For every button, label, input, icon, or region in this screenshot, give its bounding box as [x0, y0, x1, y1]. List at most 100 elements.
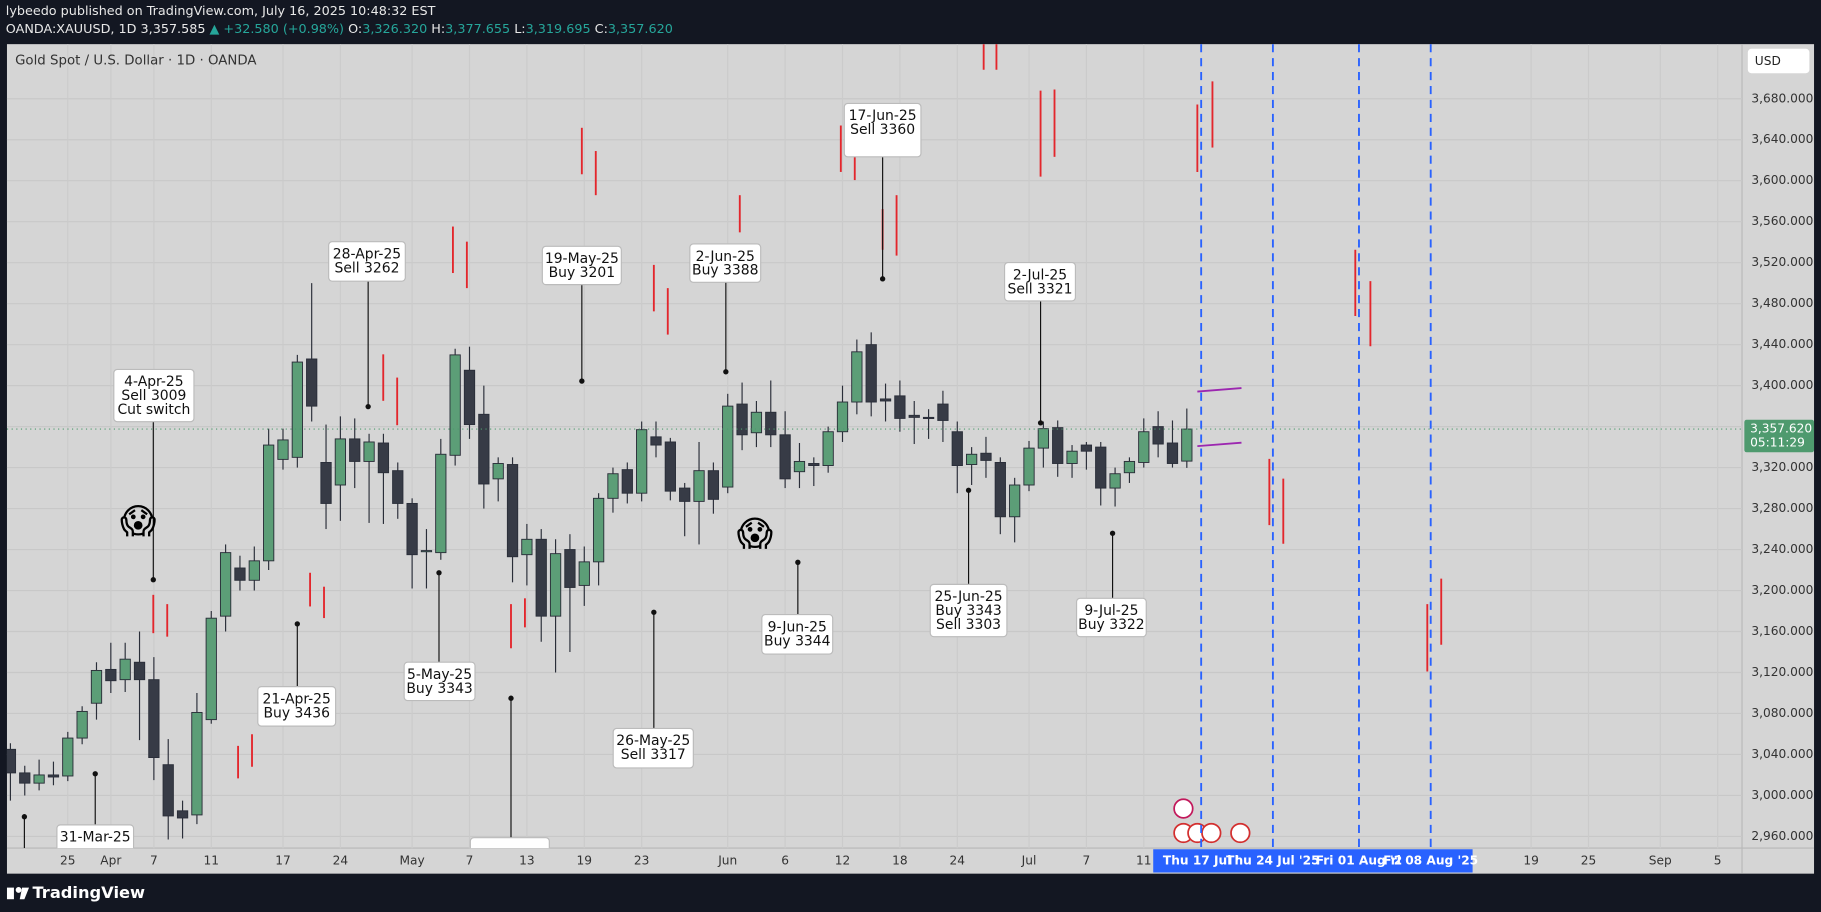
x-tick-label: May [400, 853, 425, 867]
ohlc-key: L: [514, 22, 525, 37]
callout-text: Buy 3322 [1078, 617, 1144, 633]
candle-body [865, 344, 877, 403]
x-tick-label: 25 [60, 853, 76, 867]
callout-text: Buy 3201 [549, 265, 615, 281]
forecast-lines [1197, 387, 1242, 448]
symbol-line: OANDA:XAUUSD, 1D 3,357.585 ▲ +32.580 (+0… [6, 22, 673, 37]
currency[interactable]: USD [1755, 54, 1781, 68]
candle-body [406, 502, 418, 556]
candle-body [6, 748, 17, 774]
candle-body [564, 549, 576, 588]
y-tick-label: 3,280.000 [1751, 501, 1813, 515]
time-marker-label: Thu 24 Jul '25 [1226, 853, 1319, 867]
candle-body [1095, 446, 1107, 489]
pointer-dot [21, 814, 28, 820]
x-tick-label: 18 [892, 853, 908, 867]
last-price-box [1744, 419, 1815, 453]
callout-text: Sell 3317 [621, 747, 686, 763]
candle-body [377, 442, 390, 474]
time-marker-label: Thu 17 Jul ' [1163, 853, 1239, 867]
ohlc-value: 3,357.620 [608, 22, 673, 37]
candle-body [334, 438, 347, 486]
callout-text: Sell 3262 [334, 260, 399, 276]
y-tick-label: 3,080.000 [1751, 706, 1813, 720]
candle-body [162, 764, 174, 817]
x-tick-label: 17 [275, 853, 291, 867]
candle-body [707, 470, 720, 500]
callout-text: 28-Apr-25 [333, 246, 401, 262]
brand: TradingView [33, 883, 146, 902]
time-marker-band [1153, 849, 1473, 873]
candle-body [765, 411, 777, 436]
pointer-dot [965, 487, 972, 493]
x-tick-label: 7 [466, 853, 474, 867]
candle-body [148, 679, 160, 758]
callout-text: 26-May-25 [616, 733, 690, 749]
callout-box [929, 583, 1008, 638]
candle-body [894, 395, 906, 419]
candle-body [363, 441, 375, 462]
x-tick-label: 19 [1523, 853, 1539, 867]
candle-body [19, 772, 31, 784]
time-marker-label: Fri 08 Aug '25 [1383, 853, 1478, 867]
candle-body [219, 552, 232, 617]
candle-body [965, 453, 978, 465]
x-tick-label: 6 [781, 853, 789, 867]
candle-body [578, 561, 590, 586]
candle-body [750, 411, 763, 434]
y-tick-label: 3,120.000 [1751, 665, 1813, 679]
callout-box [257, 686, 337, 727]
candle-body [76, 710, 88, 739]
x-tick-label: Jun [717, 853, 737, 867]
callout-text: Sell 3009 [121, 388, 186, 404]
x-tick-label: 5 [1714, 853, 1722, 867]
candle-body [592, 497, 605, 563]
ohlc-value: 3,319.695 [526, 22, 591, 37]
callout-text: Buy 3343 [406, 681, 472, 697]
ohlc-key: O: [348, 22, 362, 37]
candle-body [62, 737, 74, 777]
y-tick-label: 3,320.000 [1751, 460, 1813, 474]
candle-body [1080, 444, 1093, 452]
candle-body [420, 550, 433, 553]
candle-body [449, 354, 461, 456]
callout-box [328, 241, 406, 282]
candle-body [105, 668, 117, 682]
x-tick-label: Jul [1021, 853, 1037, 867]
callout-text: 21-Apr-25 [263, 691, 331, 707]
y-tick-label: 3,480.000 [1751, 296, 1813, 310]
reaction-emoji: 😱 [737, 515, 773, 555]
ohlc-key: H: [431, 22, 445, 37]
currency-button[interactable] [1747, 48, 1810, 74]
candle-body [535, 538, 547, 617]
callout-text: Buy 3388 [692, 263, 758, 279]
candle-body [679, 487, 691, 502]
symbol: OANDA:XAUUSD, 1D [6, 22, 137, 37]
ohlc-key: C: [595, 22, 608, 37]
pointer-dot [1037, 420, 1044, 426]
candle-body [1138, 431, 1150, 463]
callout-box [541, 245, 622, 286]
candle-body [722, 405, 734, 488]
callout-text: 2-Jun-25 [696, 249, 755, 265]
candle-body [263, 444, 275, 562]
candle-body [90, 669, 103, 704]
callout-text: 9-Jul-25 [1084, 603, 1138, 619]
x-tick-label: 24 [333, 853, 349, 867]
candle-body [191, 711, 203, 816]
candle-body [1066, 450, 1078, 464]
candle-body [248, 560, 260, 581]
pointer-dot [723, 369, 729, 375]
candle-body [291, 361, 303, 458]
x-tick-label: 25 [1581, 853, 1597, 867]
candle-body [320, 462, 332, 504]
pointer-dot [92, 771, 98, 777]
candle-body [1123, 460, 1136, 474]
pointer-dot [579, 378, 585, 384]
callout-text: Sell 3360 [850, 122, 915, 138]
pointer-dot [436, 570, 442, 576]
callout-text: Buy 3436 [263, 705, 329, 721]
candle-body [521, 538, 533, 556]
candle-body [664, 441, 676, 492]
